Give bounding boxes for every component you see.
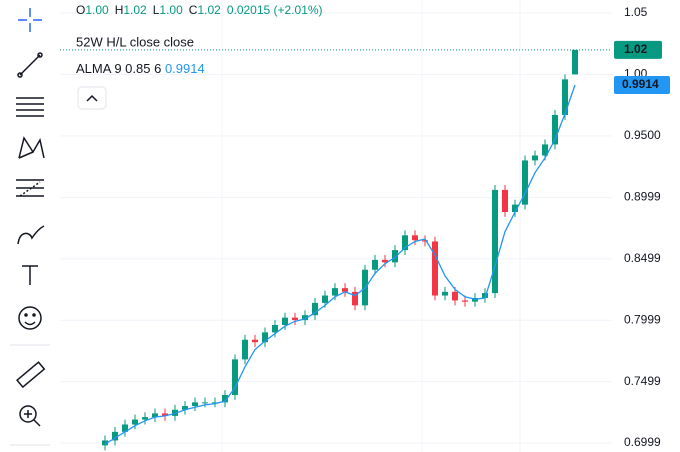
- trend-line-tool[interactable]: [17, 52, 43, 78]
- last-price-box: [614, 40, 662, 59]
- ohlc-key: L: [153, 3, 160, 17]
- candle-body: [402, 235, 408, 251]
- ohlc-value: 1.02: [123, 3, 147, 17]
- candle-body: [412, 235, 418, 241]
- ohlc-legend: O1.00 H1.02 L1.00 C1.02 0.02015 (+2.01%): [76, 3, 323, 17]
- candle-body: [272, 324, 278, 333]
- candle-body: [132, 419, 138, 425]
- y-tick-label: 0.8999: [624, 190, 661, 204]
- candle-body: [292, 317, 298, 321]
- y-tick-label: 0.8499: [624, 251, 661, 265]
- candle-body: [112, 431, 118, 441]
- candle-body: [222, 395, 228, 403]
- candle-body: [452, 291, 458, 301]
- candle-body: [552, 114, 558, 145]
- candle-body: [232, 359, 238, 396]
- indicator-value: 0.9914: [165, 61, 205, 76]
- candle-body: [192, 402, 198, 407]
- indicator-params: 9 0.85 6: [114, 61, 161, 76]
- candle-body: [242, 339, 248, 360]
- ohlc-key: H: [115, 3, 124, 17]
- candle-body: [202, 402, 208, 404]
- candle-body: [352, 291, 358, 306]
- horizontal-lines-tool[interactable]: [16, 97, 44, 117]
- text-tool[interactable]: [22, 265, 38, 285]
- ohlc-value: 1.00: [85, 3, 109, 17]
- high-line-label: 52W H/L close close: [76, 34, 194, 49]
- candle-body: [562, 79, 568, 115]
- candle-body: [392, 250, 398, 263]
- candle-body: [122, 424, 128, 432]
- collapse-button[interactable]: [77, 86, 107, 110]
- candle-body: [512, 204, 518, 212]
- candle-body: [502, 189, 508, 212]
- y-tick-label: 0.9500: [624, 128, 661, 142]
- candle-body: [302, 315, 308, 321]
- candle-body: [282, 317, 288, 325]
- candle-body: [432, 241, 438, 296]
- indicator-name: ALMA: [76, 61, 112, 76]
- candle-body: [322, 295, 328, 303]
- candle-body: [252, 339, 258, 343]
- candle-body: [182, 406, 188, 410]
- y-tick-label: 0.7499: [624, 374, 661, 388]
- candle-body: [522, 160, 528, 205]
- pattern-tool[interactable]: [18, 136, 45, 159]
- indicator-price-box: [614, 75, 670, 94]
- candle-body: [262, 332, 268, 343]
- candle-body: [102, 440, 108, 446]
- candle-body: [142, 417, 148, 420]
- indicator-price-label: 0.9914: [622, 77, 659, 91]
- candle-body: [312, 302, 318, 316]
- candle-body: [542, 144, 548, 156]
- y-tick-label: 0.6999: [624, 435, 661, 449]
- candle-body: [572, 49, 578, 75]
- ruler-tool[interactable]: [16, 361, 46, 389]
- candle-body: [482, 293, 488, 298]
- ohlc-value: 1.00: [159, 3, 183, 17]
- y-tick-label: 0.7999: [624, 312, 661, 326]
- ohlc-value: 1.02: [197, 3, 221, 17]
- candle-body: [532, 155, 538, 161]
- candle-body: [332, 288, 338, 296]
- vertical-grid: [221, 0, 521, 452]
- candle-body: [422, 240, 428, 242]
- ohlc-key: C: [189, 3, 198, 17]
- candle-body: [382, 259, 388, 263]
- candle-body: [162, 413, 168, 416]
- candle-body: [442, 291, 448, 296]
- ohlc-key: O: [76, 3, 85, 17]
- toolbar: [10, 8, 50, 446]
- candle-body: [342, 288, 348, 292]
- crosshair-tool[interactable]: [18, 8, 42, 32]
- candle-body: [462, 300, 468, 302]
- change: 0.02015 (+2.01%): [227, 3, 323, 17]
- last-price-label: 1.02: [624, 42, 648, 56]
- emoji-tool[interactable]: [18, 306, 42, 330]
- indicator-legend: ALMA 9 0.85 6 0.9914: [76, 61, 205, 76]
- candle-body: [372, 259, 378, 270]
- indicator-line: [104, 84, 576, 445]
- fib-tool[interactable]: [16, 179, 44, 197]
- y-tick-label: 1.05: [624, 5, 648, 19]
- candle-body: [152, 413, 158, 418]
- brush-tool[interactable]: [17, 225, 45, 245]
- candle-body: [492, 189, 498, 294]
- zoom-tool[interactable]: [19, 405, 41, 427]
- candle-body: [212, 402, 218, 404]
